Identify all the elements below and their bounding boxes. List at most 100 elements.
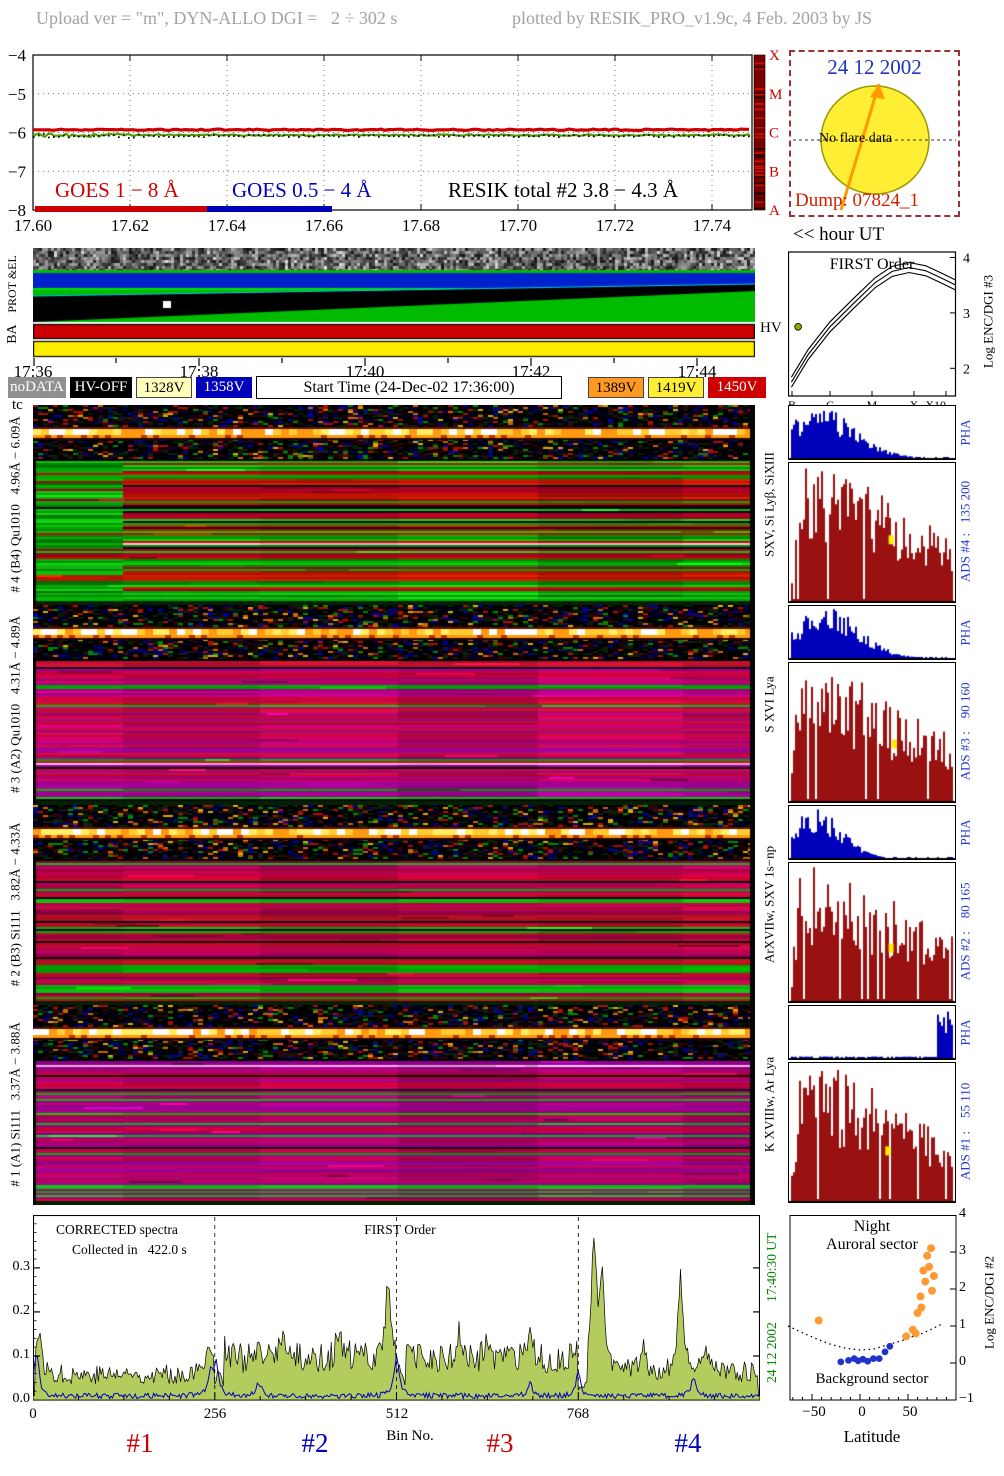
resik-total-marker <box>733 136 735 138</box>
goes-class-strip-speckle <box>754 170 765 173</box>
auroral-point <box>925 1262 934 1271</box>
resik-total-marker <box>243 136 245 138</box>
channel-ads-label: ADS #1 : 55 110 <box>957 1082 973 1181</box>
goes-class-strip-speckle <box>754 197 765 200</box>
resik-total-marker <box>608 135 610 137</box>
resik-total-marker <box>198 135 200 138</box>
resik-total-marker <box>378 136 380 138</box>
tc-label: tc <box>12 397 23 413</box>
dump-label: Dump: 07824_1 <box>795 190 920 211</box>
ads-histogram-3 <box>788 662 956 803</box>
resik-total-marker <box>533 135 535 138</box>
auroral-point <box>923 1251 932 1260</box>
resik-total-marker <box>358 136 360 138</box>
goes-class-strip-speckle <box>754 66 765 69</box>
channel-pha-label: PHA <box>957 819 973 846</box>
scatter-title-night: Night <box>853 1218 891 1235</box>
first-order-title: FIRST Order <box>829 256 915 273</box>
background-point <box>870 1355 877 1362</box>
resik-total-marker <box>453 134 455 136</box>
prot-el-label: PROT &EL <box>5 255 20 313</box>
spectrum-channel-tag: #3 <box>486 1428 514 1458</box>
resik-total-marker <box>478 134 480 137</box>
resik-total-marker <box>698 134 700 137</box>
scatter-ytick: 0 <box>959 1354 966 1369</box>
resik-total-marker <box>298 136 300 138</box>
voltage-legend-item: 1358V <box>196 377 252 398</box>
resik-total-marker <box>338 136 340 138</box>
resik-total-marker <box>208 134 210 137</box>
goes-class-strip-speckle <box>754 117 765 119</box>
goes-legend-short: GOES 0.5 − 4 Å <box>232 178 372 202</box>
resik-total-marker <box>278 135 280 137</box>
goes-ytick: −6 <box>8 124 26 143</box>
goes-class-letter: X <box>769 48 780 64</box>
resik-total-marker <box>118 136 120 138</box>
background-point <box>886 1342 894 1350</box>
resik-total-marker <box>398 135 400 138</box>
resik-total-marker <box>438 136 440 138</box>
hour-ut-label: << hour UT <box>793 224 885 245</box>
latitude-scatter-plot <box>788 1215 957 1401</box>
goes-class-strip-speckle <box>754 156 765 158</box>
voltage-legend-item: 1419V <box>648 377 704 398</box>
first-order-marker <box>794 323 802 331</box>
goes-class-letter: A <box>769 203 780 219</box>
resik-total-marker <box>583 134 585 137</box>
channel-ads-label: ADS #4 : 135 200 <box>957 480 973 583</box>
resik-total-marker <box>373 134 375 136</box>
resik-total-marker <box>488 136 490 138</box>
channel-lines-label: ArXVIIw, SXV 1s−np <box>761 845 777 964</box>
resik-total-marker <box>613 136 615 138</box>
scatter-ytick: 2 <box>959 1280 966 1295</box>
spectrum-ytick: 0.2 <box>12 1303 31 1318</box>
sun-disk-graphic <box>793 83 956 211</box>
spectrum-title: CORRECTED spectra <box>56 1222 178 1237</box>
resik-total-marker <box>643 134 645 137</box>
resik-total-marker <box>178 135 180 137</box>
goes-ytick: −4 <box>8 46 27 65</box>
goes-class-strip <box>753 54 766 211</box>
goes-class-strip-speckle <box>754 93 765 96</box>
background-point <box>845 1357 852 1364</box>
resik-total-marker <box>383 134 385 137</box>
first-order-ytick: 2 <box>963 362 970 377</box>
channel-ads-label: ADS #3 : 90 160 <box>957 682 973 781</box>
resik-total-marker <box>38 134 40 137</box>
channel-ads-label: ADS #2 : 80 165 <box>957 882 973 981</box>
resik-total-marker <box>73 135 75 138</box>
goes-class-strip-speckle <box>754 96 765 99</box>
resik-total-marker <box>498 135 500 137</box>
strip-time-label: 17:36 <box>13 362 53 381</box>
resik-total-marker <box>463 136 465 138</box>
resik-total-marker <box>308 135 310 138</box>
scatter-ytick: −1 <box>959 1391 974 1406</box>
scatter-background-label: Background sector <box>815 1371 929 1387</box>
goes-class-strip-speckle <box>754 152 765 154</box>
goes-xtick: 17.66 <box>305 216 343 235</box>
spectrum-xtick: 256 <box>203 1406 227 1422</box>
auroral-point <box>911 1329 920 1338</box>
resik-total-marker <box>423 134 425 137</box>
goes-class-strip-speckle <box>754 207 765 210</box>
resik-total-marker <box>268 134 270 137</box>
goes-class-strip-speckle <box>754 136 765 139</box>
resik-total-marker <box>703 134 705 137</box>
resik-total-marker <box>323 135 325 138</box>
resik-total-marker <box>263 134 265 136</box>
resik-total-marker <box>233 135 235 137</box>
resik-total-marker <box>328 134 330 137</box>
resik-total-marker <box>588 135 590 137</box>
goes-class-strip-speckle <box>754 192 765 194</box>
ads-histogram-4 <box>788 462 956 603</box>
resik-total-marker <box>483 135 485 138</box>
start-time-box: Start Time (24-Dec-02 17:36:00) <box>256 376 562 399</box>
resik-total-marker <box>688 135 690 138</box>
channel-lines-label: S XVI Lya <box>761 676 777 733</box>
resik-total-marker <box>318 134 320 137</box>
spectrum-xtick: 0 <box>29 1406 37 1422</box>
spectrum-ytick: 0.0 <box>12 1391 31 1406</box>
scatter-title-auroral: Auroral sector <box>826 1236 918 1253</box>
first-order-frame <box>788 251 957 397</box>
resik-total-marker <box>508 134 510 137</box>
